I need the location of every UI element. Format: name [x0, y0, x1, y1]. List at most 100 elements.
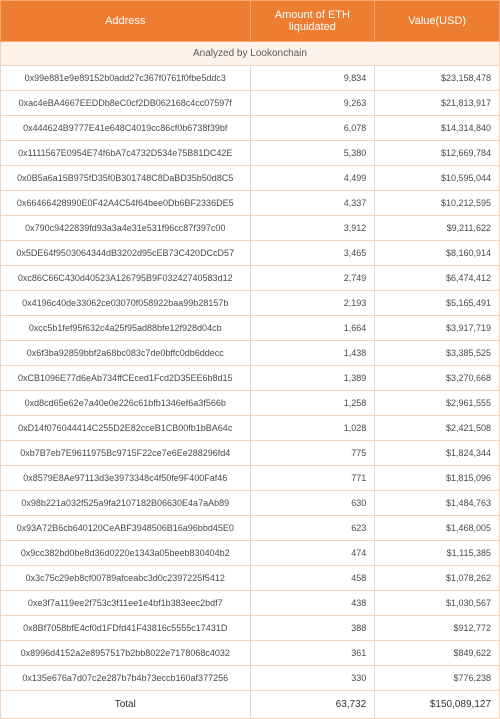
- subtitle-text: Analyzed by Lookonchain: [1, 42, 500, 66]
- cell-value: $849,622: [375, 641, 500, 666]
- cell-value: $2,961,555: [375, 391, 500, 416]
- col-header-amount: Amount of ETH liquidated: [250, 1, 375, 42]
- cell-amount: 2,749: [250, 266, 375, 291]
- cell-amount: 4,499: [250, 166, 375, 191]
- cell-value: $1,078,262: [375, 566, 500, 591]
- table-row: 0x790c9422839fd93a3a4e31e531f96cc87f397c…: [1, 216, 500, 241]
- table-row: 0x9cc382bd0be8d36d0220e1343a05beeb830404…: [1, 541, 500, 566]
- cell-amount: 630: [250, 491, 375, 516]
- table-row: 0xe3f7a119ee2f753c3f11ee1e4bf1b383eec2bd…: [1, 591, 500, 616]
- cell-address: 0x5DE64f9503064344dB3202d95cEB73C420DCcD…: [1, 241, 251, 266]
- cell-value: $1,484,763: [375, 491, 500, 516]
- table-row: 0x5DE64f9503064344dB3202d95cEB73C420DCcD…: [1, 241, 500, 266]
- table-row: 0x6f3ba92859bbf2a68bc083c7de0bffc0db6dde…: [1, 341, 500, 366]
- cell-amount: 1,028: [250, 416, 375, 441]
- table-row: 0x1111567E0954E74f6bA7c4732D534e75B81DC4…: [1, 141, 500, 166]
- cell-amount: 5,380: [250, 141, 375, 166]
- table-row: 0x98b221a032f525a9fa2107182B06630E4a7aAb…: [1, 491, 500, 516]
- col-header-address: Address: [1, 1, 251, 42]
- cell-address: 0xCB1096E77d6eAb734ffCEced1Fcd2D35EE6b8d…: [1, 366, 251, 391]
- table-row: 0x0B5a6a15B975fD35f0B301748C8DaBD35b50d8…: [1, 166, 500, 191]
- cell-address: 0xc86C66C430d40523A126795B9F03242740583d…: [1, 266, 251, 291]
- table-row: 0xcc5b1fef95f632c4a25f95ad88bfe12f928d04…: [1, 316, 500, 341]
- cell-amount: 474: [250, 541, 375, 566]
- cell-amount: 458: [250, 566, 375, 591]
- liquidation-table: Address Amount of ETH liquidated Value(U…: [0, 0, 500, 719]
- cell-amount: 2,193: [250, 291, 375, 316]
- cell-value: $3,917,719: [375, 316, 500, 341]
- cell-address: 0x6f3ba92859bbf2a68bc083c7de0bffc0db6dde…: [1, 341, 251, 366]
- cell-amount: 3,912: [250, 216, 375, 241]
- cell-address: 0xd8cd65e62e7a40e0e226c61bfb1346ef6a3f56…: [1, 391, 251, 416]
- cell-address: 0x3c75c29eb8cf00789afceabc3d0c2397225f54…: [1, 566, 251, 591]
- cell-value: $912,772: [375, 616, 500, 641]
- cell-address: 0x8996d4152a2e8957517b2bb8022e7178068c40…: [1, 641, 251, 666]
- cell-address: 0xe3f7a119ee2f753c3f11ee1e4bf1b383eec2bd…: [1, 591, 251, 616]
- table-row: 0xCB1096E77d6eAb734ffCEced1Fcd2D35EE6b8d…: [1, 366, 500, 391]
- cell-amount: 9,263: [250, 91, 375, 116]
- cell-address: 0x1111567E0954E74f6bA7c4732D534e75B81DC4…: [1, 141, 251, 166]
- cell-address: 0x66466428990E0F42A4C54f64bee0Db6BF2336D…: [1, 191, 251, 216]
- cell-amount: 388: [250, 616, 375, 641]
- cell-amount: 1,389: [250, 366, 375, 391]
- table-header-row: Address Amount of ETH liquidated Value(U…: [1, 1, 500, 42]
- cell-amount: 361: [250, 641, 375, 666]
- table-row: 0x3c75c29eb8cf00789afceabc3d0c2397225f54…: [1, 566, 500, 591]
- cell-value: $5,165,491: [375, 291, 500, 316]
- cell-amount: 4,337: [250, 191, 375, 216]
- cell-amount: 9,834: [250, 66, 375, 91]
- cell-address: 0x4196c40de33062ce03070f058922baa99b2815…: [1, 291, 251, 316]
- cell-amount: 775: [250, 441, 375, 466]
- cell-address: 0xD14f076044414C255D2E82cceB1CB00fb1bBA6…: [1, 416, 251, 441]
- cell-amount: 1,438: [250, 341, 375, 366]
- cell-address: 0x98b221a032f525a9fa2107182B06630E4a7aAb…: [1, 491, 251, 516]
- cell-address: 0x93A72B6cb640120CeABF3948506B16a96bbd45…: [1, 516, 251, 541]
- cell-value: $8,160,914: [375, 241, 500, 266]
- table-row: 0xc86C66C430d40523A126795B9F03242740583d…: [1, 266, 500, 291]
- cell-address: 0xcc5b1fef95f632c4a25f95ad88bfe12f928d04…: [1, 316, 251, 341]
- cell-amount: 623: [250, 516, 375, 541]
- table-row: 0xac4eBA4667EEDDb8eC0cf2DB062168c4cc0759…: [1, 91, 500, 116]
- table-row: 0xD14f076044414C255D2E82cceB1CB00fb1bBA6…: [1, 416, 500, 441]
- table-row: 0x8579E8Ae97113d3e3973348c4f50fe9F400Faf…: [1, 466, 500, 491]
- table-row: 0x8Bf7058bfE4cf0d1FDfd41F43816c5555c1743…: [1, 616, 500, 641]
- cell-amount: 771: [250, 466, 375, 491]
- cell-value: $1,468,005: [375, 516, 500, 541]
- cell-address: 0x8Bf7058bfE4cf0d1FDfd41F43816c5555c1743…: [1, 616, 251, 641]
- cell-value: $1,824,344: [375, 441, 500, 466]
- cell-address: 0x9cc382bd0be8d36d0220e1343a05beeb830404…: [1, 541, 251, 566]
- cell-value: $776,238: [375, 666, 500, 691]
- cell-amount: 438: [250, 591, 375, 616]
- cell-value: $1,030,567: [375, 591, 500, 616]
- cell-value: $3,270,668: [375, 366, 500, 391]
- cell-value: $21,813,917: [375, 91, 500, 116]
- cell-value: $14,314,840: [375, 116, 500, 141]
- table-row: 0xb7B7eb7E9611975Bc9715F22ce7e6Ee288296f…: [1, 441, 500, 466]
- table-row: 0x135e676a7d07c2e287b7b4b73eccb160af3772…: [1, 666, 500, 691]
- table-row: 0x444624B9777E41e648C4019cc86cf0b6738f39…: [1, 116, 500, 141]
- cell-value: $6,474,412: [375, 266, 500, 291]
- cell-value: $10,595,044: [375, 166, 500, 191]
- col-header-value: Value(USD): [375, 1, 500, 42]
- table-row: 0x93A72B6cb640120CeABF3948506B16a96bbd45…: [1, 516, 500, 541]
- cell-value: $1,115,385: [375, 541, 500, 566]
- cell-amount: 1,258: [250, 391, 375, 416]
- cell-value: $10,212,595: [375, 191, 500, 216]
- cell-amount: 3,465: [250, 241, 375, 266]
- table-row: 0x4196c40de33062ce03070f058922baa99b2815…: [1, 291, 500, 316]
- cell-address: 0x0B5a6a15B975fD35f0B301748C8DaBD35b50d8…: [1, 166, 251, 191]
- table-row: 0x8996d4152a2e8957517b2bb8022e7178068c40…: [1, 641, 500, 666]
- subtitle-row: Analyzed by Lookonchain: [1, 42, 500, 66]
- table-row: 0xd8cd65e62e7a40e0e226c61bfb1346ef6a3f56…: [1, 391, 500, 416]
- cell-address: 0x99e881e9e89152b0add27c367f0761f0fbe5dd…: [1, 66, 251, 91]
- cell-address: 0x8579E8Ae97113d3e3973348c4f50fe9F400Faf…: [1, 466, 251, 491]
- cell-address: 0xb7B7eb7E9611975Bc9715F22ce7e6Ee288296f…: [1, 441, 251, 466]
- cell-amount: 6,078: [250, 116, 375, 141]
- cell-address: 0x135e676a7d07c2e287b7b4b73eccb160af3772…: [1, 666, 251, 691]
- cell-value: $23,158,478: [375, 66, 500, 91]
- cell-amount: 1,664: [250, 316, 375, 341]
- table-row: 0x99e881e9e89152b0add27c367f0761f0fbe5dd…: [1, 66, 500, 91]
- cell-address: 0x790c9422839fd93a3a4e31e531f96cc87f397c…: [1, 216, 251, 241]
- cell-address: 0x444624B9777E41e648C4019cc86cf0b6738f39…: [1, 116, 251, 141]
- cell-value: $3,385,525: [375, 341, 500, 366]
